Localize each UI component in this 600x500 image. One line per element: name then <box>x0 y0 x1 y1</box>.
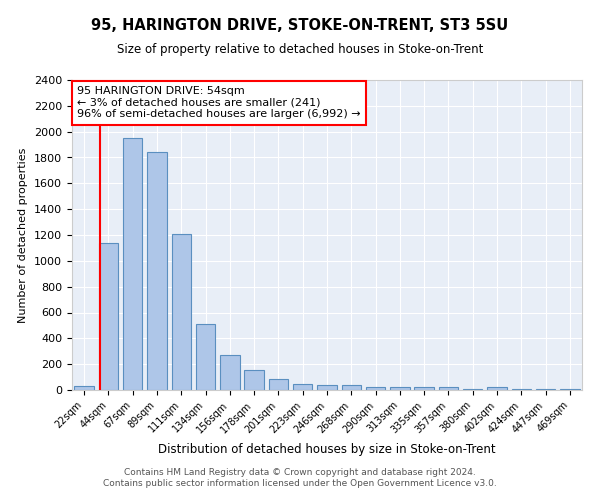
Bar <box>439 388 458 390</box>
Text: Size of property relative to detached houses in Stoke-on-Trent: Size of property relative to detached ho… <box>117 42 483 56</box>
Bar <box>196 324 215 390</box>
Bar <box>269 379 288 390</box>
Bar <box>99 243 118 390</box>
Bar <box>487 388 507 390</box>
Bar <box>244 370 264 390</box>
Bar <box>123 138 142 390</box>
Text: 95 HARINGTON DRIVE: 54sqm
← 3% of detached houses are smaller (241)
96% of semi-: 95 HARINGTON DRIVE: 54sqm ← 3% of detach… <box>77 86 361 120</box>
Bar <box>415 388 434 390</box>
Bar <box>366 388 385 390</box>
Bar <box>317 385 337 390</box>
Bar <box>341 386 361 390</box>
Bar <box>74 386 94 390</box>
Bar <box>293 384 313 390</box>
Bar <box>390 388 410 390</box>
Bar <box>172 234 191 390</box>
Bar <box>220 355 239 390</box>
Y-axis label: Number of detached properties: Number of detached properties <box>19 148 28 322</box>
Text: 95, HARINGTON DRIVE, STOKE-ON-TRENT, ST3 5SU: 95, HARINGTON DRIVE, STOKE-ON-TRENT, ST3… <box>91 18 509 32</box>
X-axis label: Distribution of detached houses by size in Stoke-on-Trent: Distribution of detached houses by size … <box>158 443 496 456</box>
Text: Contains HM Land Registry data © Crown copyright and database right 2024.
Contai: Contains HM Land Registry data © Crown c… <box>103 468 497 487</box>
Bar <box>147 152 167 390</box>
